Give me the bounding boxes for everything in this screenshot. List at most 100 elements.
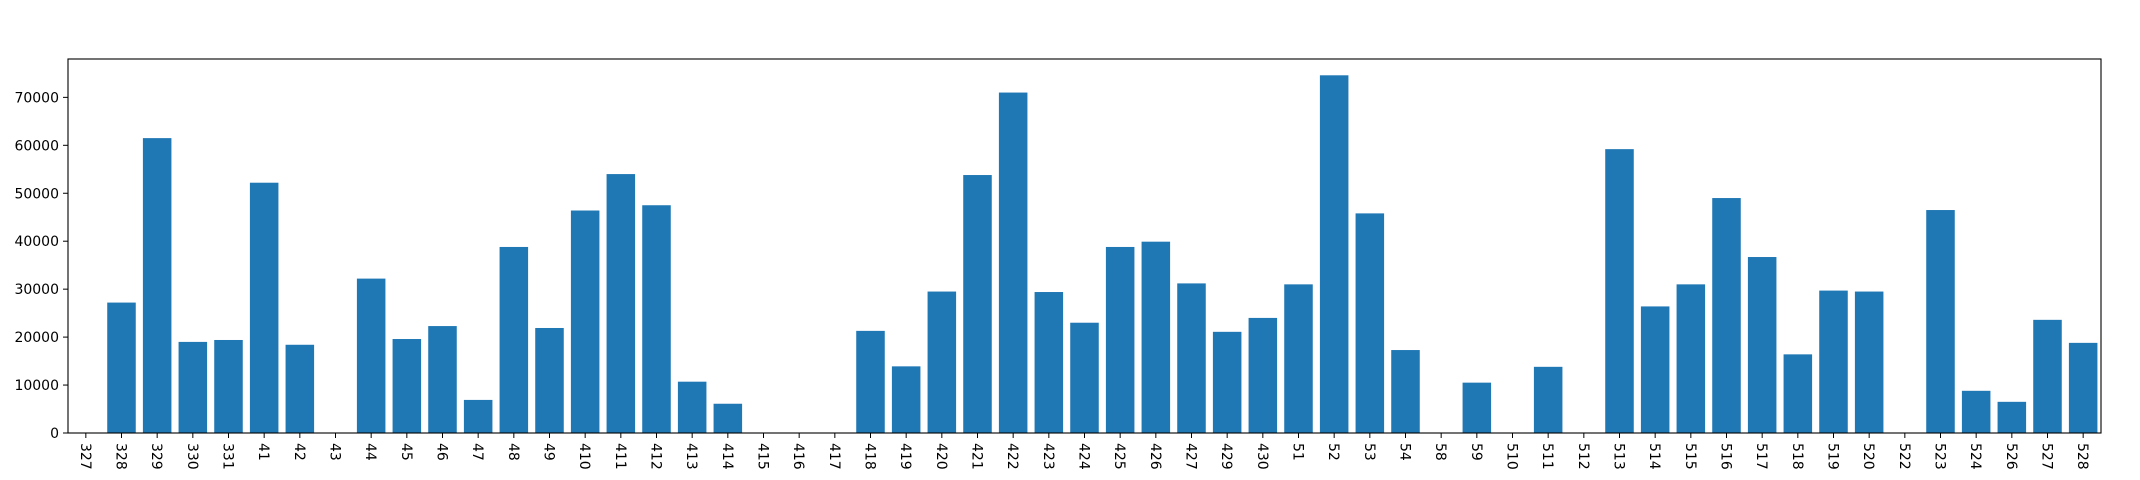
bar-48 [499,246,529,433]
x-tick-label: 517 [1753,443,1769,470]
x-tick-label: 47 [469,443,485,461]
x-tick-label: 45 [398,443,414,461]
x-tick-label: 518 [1789,443,1805,470]
x-tick-label: 421 [969,443,985,470]
x-tick-label: 424 [1076,443,1092,470]
bar-514 [1640,306,1670,433]
bar-42 [285,344,315,433]
x-tick-label: 423 [1040,443,1056,470]
plot-frame [67,58,2102,434]
x-tick-label: 41 [255,443,271,461]
x-tick-label: 51 [1290,443,1306,461]
x-tick-label: 522 [1896,443,1912,470]
bar-54 [1391,350,1420,433]
bar-524 [1961,390,1991,433]
bar-410 [570,210,600,433]
bar-516 [1712,198,1741,433]
x-tick-label: 49 [541,443,557,461]
bar-511 [1533,366,1563,433]
x-tick-label: 519 [1825,443,1841,470]
x-tick-label: 52 [1325,443,1341,461]
bar-331 [214,339,243,433]
x-tick-label: 42 [291,443,307,461]
bar-44 [356,278,386,433]
bar-418 [856,330,885,433]
x-tick-label: 415 [755,443,771,470]
x-tick-label: 327 [77,443,93,470]
x-tick-label: 510 [1504,443,1520,470]
x-tick-label: 46 [434,443,450,461]
bar-518 [1783,354,1813,433]
x-tick-label: 413 [683,443,699,470]
y-tick-label: 60000 [14,138,59,154]
x-tick-label: 418 [862,443,878,470]
bar-53 [1355,213,1385,433]
bar-46 [428,326,457,433]
x-tick-label: 416 [790,443,806,470]
x-tick-label: 59 [1468,443,1484,461]
bar-412 [642,205,671,433]
x-tick-label: 54 [1397,443,1413,461]
bar-526 [1997,401,2027,433]
x-tick-label: 527 [2039,443,2055,470]
bar-51 [1284,284,1313,433]
bar-330 [178,341,208,433]
x-tick-label: 58 [1432,443,1448,461]
bar-513 [1605,149,1634,433]
x-tick-label: 526 [2003,443,2019,470]
bar-515 [1676,284,1706,433]
x-tick-label: 328 [113,443,129,470]
x-tick-label: 414 [719,443,735,470]
bar-414 [713,403,743,433]
x-tick-label: 412 [648,443,664,470]
bar-45 [392,339,422,433]
bar-429 [1212,331,1242,433]
bar-426 [1141,241,1171,433]
x-tick-label: 515 [1682,443,1698,470]
x-tick-label: 425 [1111,443,1127,470]
x-tick-label: 511 [1539,443,1555,470]
bar-423 [1034,292,1064,433]
x-tick-label: 512 [1575,443,1591,470]
x-tick-label: 429 [1218,443,1234,470]
bar-49 [535,327,564,433]
bar-528 [2068,342,2098,433]
x-axis: 327 328 329 330 331 41 42 43 44 45 46 47 48 49 410 411 4… [77,433,2090,470]
bar-517 [1747,257,1777,433]
bar-520 [1854,291,1884,433]
y-tick-label: 0 [50,426,59,442]
bar-413 [677,381,707,433]
x-tick-label: 330 [184,443,200,470]
bar-52 [1319,75,1349,434]
x-tick-label: 331 [220,443,236,470]
bar-41 [249,182,279,433]
bar-421 [963,175,992,434]
x-tick-label: 329 [148,443,164,470]
x-tick-label: 524 [1967,443,1983,470]
bar-419 [891,366,921,433]
bar-427 [1177,283,1206,433]
x-tick-label: 520 [1860,443,1876,470]
x-tick-label: 43 [327,443,343,461]
x-tick-label: 44 [362,443,378,461]
x-tick-label: 419 [897,443,913,470]
y-tick-label: 20000 [14,330,59,346]
x-tick-label: 528 [2074,443,2090,470]
y-tick-label: 40000 [14,234,59,250]
x-tick-label: 516 [1718,443,1734,470]
bar-420 [927,291,957,433]
bar-328 [107,302,136,433]
x-tick-label: 417 [826,443,842,470]
y-tick-label: 30000 [14,282,59,298]
bars-group [107,75,2098,434]
x-tick-label: 48 [505,443,521,461]
x-tick-label: 427 [1183,443,1199,470]
bar-430 [1248,317,1278,433]
bar-411 [606,174,636,433]
bar-527 [2033,319,2062,433]
x-tick-label: 422 [1004,443,1020,470]
bar-424 [1070,322,1099,433]
x-tick-label: 430 [1254,443,1270,470]
bar-523 [1926,210,1955,433]
